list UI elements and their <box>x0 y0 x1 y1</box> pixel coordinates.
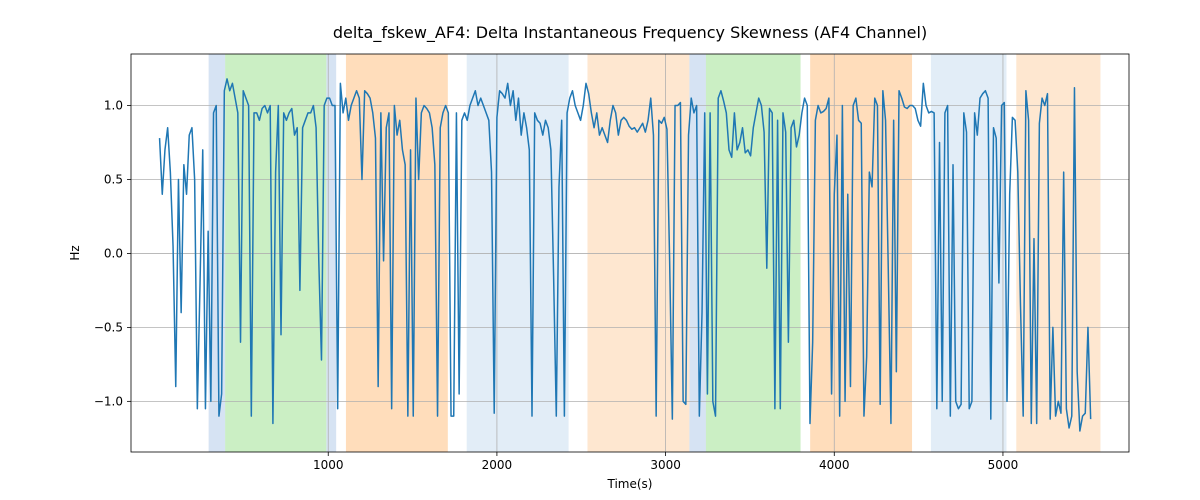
y-tick-label: 0.0 <box>104 246 123 260</box>
y-tick-label: 1.0 <box>104 99 123 113</box>
background-span <box>225 54 326 452</box>
chart-figure: 1000 2000 3000 4000 5000 −1.0 −0.5 0.0 0.5 1.0 Tim… <box>0 0 1200 500</box>
x-axis-label: Time(s) <box>607 477 653 491</box>
y-tick-label: 0.5 <box>104 172 123 186</box>
y-tick-label: −1.0 <box>94 394 123 408</box>
x-tick-label: 5000 <box>988 458 1019 472</box>
y-axis-label: Hz <box>68 245 82 260</box>
x-tick-label: 1000 <box>313 458 344 472</box>
plot-clipped-group <box>131 54 1129 452</box>
x-tick-label: 4000 <box>819 458 850 472</box>
y-tick-label: −0.5 <box>94 320 123 334</box>
chart-svg: 1000 2000 3000 4000 5000 −1.0 −0.5 0.0 0.5 1.0 Tim… <box>0 0 1200 500</box>
x-tick-label: 2000 <box>482 458 513 472</box>
chart-title: delta_fskew_AF4: Delta Instantaneous Fre… <box>333 23 927 43</box>
x-tick-label: 3000 <box>650 458 681 472</box>
background-span <box>1016 54 1100 452</box>
background-span <box>346 54 448 452</box>
background-span <box>706 54 801 452</box>
